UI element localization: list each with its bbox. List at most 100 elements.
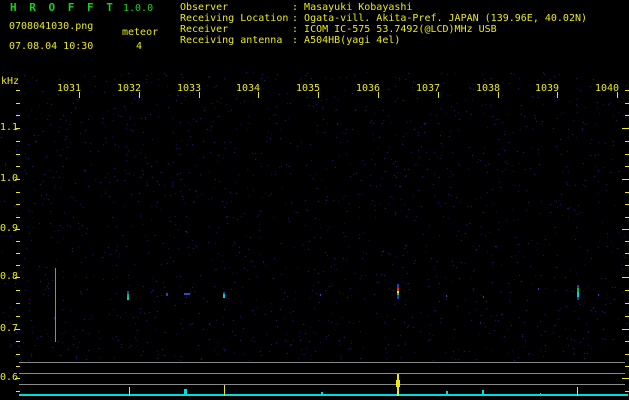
y-axis-minor-tick [16, 166, 20, 167]
info-label: Receiver [180, 24, 229, 35]
y-axis-tick-right [625, 303, 629, 304]
y-axis-tick-right [625, 253, 629, 254]
meteor-echo-mark [577, 285, 579, 288]
x-axis-tick [378, 92, 379, 98]
y-axis-tick-right [625, 154, 629, 155]
x-axis-tick [199, 92, 200, 98]
meteor-echo-mark [538, 288, 539, 290]
y-axis-minor-tick [16, 265, 20, 266]
y-axis-freq-label: 0.6 [0, 372, 19, 383]
meteor-echo-mark [127, 297, 129, 300]
meteor-echo-mark [446, 295, 447, 297]
output-filename: 0708041030.png [9, 21, 94, 32]
y-axis-tick-right [625, 90, 629, 91]
x-axis-tick [79, 92, 80, 98]
y-axis-unit-label: kHz [1, 76, 20, 87]
y-axis-freq-label: 1.0 [0, 173, 19, 184]
y-axis-tick-right [625, 316, 629, 317]
x-axis-tick [438, 92, 439, 98]
x-axis-minute-label: 1033 [177, 83, 202, 94]
y-axis-tick-right [622, 179, 629, 180]
meteor-echo-mark [320, 294, 321, 296]
y-axis-minor-tick [16, 341, 20, 342]
y-axis-minor-tick [16, 217, 20, 218]
x-axis-minute-label: 1037 [416, 83, 441, 94]
x-axis-minute-label: 1038 [476, 83, 501, 94]
meteor-echo-mark [577, 297, 579, 300]
info-colon: : [292, 13, 305, 24]
x-axis-tick [318, 92, 319, 98]
x-axis-minute-label: 1040 [595, 83, 620, 94]
y-axis-tick-right [625, 290, 629, 291]
y-axis-tick-right [625, 103, 629, 104]
receiver-info-row: Receiver: ICOM IC-575 53.7492(@LCD)MHz U… [180, 24, 587, 35]
y-axis-minor-tick [16, 141, 20, 142]
x-axis-tick [258, 92, 259, 98]
y-axis-minor-tick [16, 303, 20, 304]
y-axis-tick-right [622, 277, 629, 278]
info-label: Receiving antenna [180, 35, 283, 46]
y-axis-minor-tick [16, 241, 20, 242]
y-axis-freq-label: 0.8 [0, 271, 19, 282]
y-axis-tick-right [625, 241, 629, 242]
y-axis-minor-tick [16, 115, 20, 116]
y-axis-major-tick [15, 277, 20, 278]
y-axis-tick-right [625, 166, 629, 167]
y-axis-minor-tick [16, 192, 20, 193]
receiver-info-row: Receiving antenna: A504HB(yagi 4el) [180, 35, 587, 46]
x-axis-tick [557, 92, 558, 98]
y-axis-minor-tick [16, 204, 20, 205]
receiver-info-row: Observer: Masayuki Kobayashi [180, 2, 587, 13]
observation-mode: meteor [122, 27, 159, 38]
y-axis-minor-tick [16, 103, 20, 104]
info-value: A504HB(yagi 4el) [304, 35, 401, 46]
x-axis-minute-label: 1039 [535, 83, 560, 94]
x-axis-tick [498, 92, 499, 98]
noise-level-bump [321, 392, 323, 396]
y-axis-minor-tick [16, 154, 20, 155]
observation-datetime: 07.08.04 10:30 [9, 41, 94, 52]
y-axis-tick-right [625, 141, 629, 142]
meteor-echo-mark [598, 294, 599, 296]
echo-strength-spike [577, 387, 578, 396]
y-axis-tick-right [622, 378, 629, 379]
noise-level-bump [446, 391, 448, 396]
y-axis-tick-right [625, 265, 629, 266]
info-value: Masayuki Kobayashi [304, 2, 413, 13]
app-version: 1.0.0 [123, 3, 154, 14]
info-label: Receiving Location [180, 13, 289, 24]
noise-level-bump [540, 393, 541, 396]
meteor-echo-mark [397, 295, 399, 299]
y-axis-minor-tick [16, 290, 20, 291]
y-axis-tick-right [625, 192, 629, 193]
receiver-info-row: Receiving Location: Ogata-vill. Akita-Pr… [180, 13, 587, 24]
y-axis-minor-tick [16, 354, 20, 355]
meteor-echo-mark [483, 296, 484, 298]
receiver-info-block: Observer: Masayuki Kobayashi Receiving Lo… [180, 2, 587, 46]
y-axis-tick-right [625, 354, 629, 355]
meteor-echo-mark [397, 288, 399, 291]
meteor-echo-mark [223, 294, 225, 298]
meteor-echo-mark [166, 293, 168, 296]
x-axis-tick [139, 92, 140, 98]
y-axis-tick-right [625, 341, 629, 342]
info-value: Ogata-vill. Akita-Pref. JAPAN (139.96E, … [304, 13, 588, 24]
noise-level-bump [482, 390, 484, 396]
info-value: ICOM IC-575 53.7492(@LCD)MHz USB [304, 24, 497, 35]
info-label: Observer [180, 2, 229, 13]
y-axis-freq-label: 0.9 [0, 223, 19, 234]
y-axis-tick-right [625, 391, 629, 392]
reference-line [19, 373, 625, 374]
y-axis-major-tick [15, 128, 20, 129]
y-axis-minor-tick [16, 391, 20, 392]
y-axis-major-tick [15, 329, 20, 330]
y-axis-tick-right [622, 128, 629, 129]
echo-count: 4 [136, 41, 143, 52]
app-title: H R O F F T [10, 1, 116, 14]
y-axis-tick-right [625, 217, 629, 218]
meteor-echo-mark [223, 292, 225, 294]
echo-strength-spike [224, 385, 225, 396]
y-axis-minor-tick [16, 316, 20, 317]
y-axis-tick-right [625, 204, 629, 205]
echo-strength-spike-base [396, 380, 400, 387]
